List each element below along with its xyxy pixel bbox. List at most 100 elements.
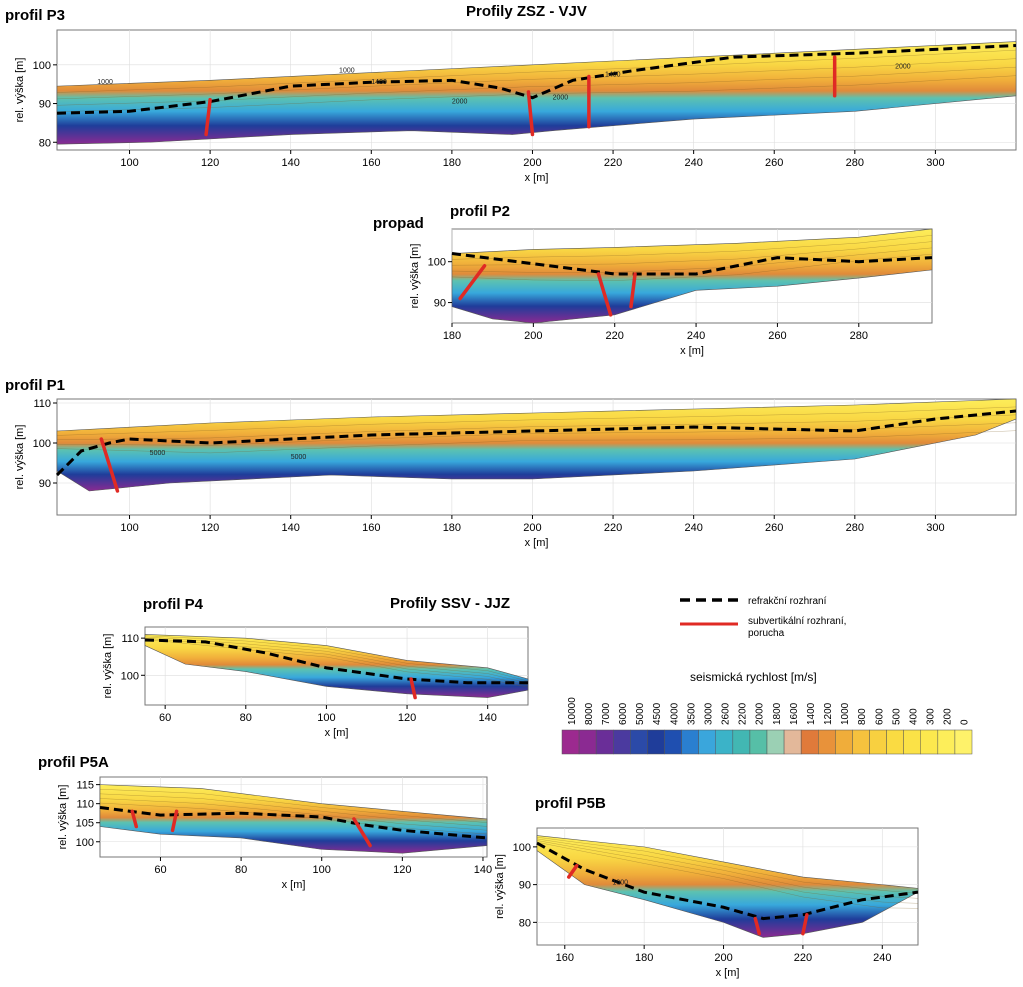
x-tick-label: 160 (556, 952, 574, 964)
x-tick-label: 120 (201, 522, 219, 534)
scale-swatch (783, 729, 802, 755)
scale-value-label: 10000 (567, 697, 578, 725)
isoline-label: 1400 (605, 71, 621, 78)
scale-swatch (715, 729, 734, 755)
scale-swatch (647, 729, 665, 755)
scale-swatch (903, 729, 922, 755)
scale-value-label: 2600 (721, 702, 732, 725)
isoline-label: 2000 (452, 99, 468, 106)
x-axis-label: x [m] (525, 172, 549, 184)
scale-value-label: 1800 (772, 702, 783, 725)
velocity-contour (144, 639, 529, 688)
y-tick-label: 90 (434, 298, 446, 310)
scale-swatch (595, 729, 614, 755)
x-tick-label: 240 (684, 522, 702, 534)
isoline-label: 2000 (895, 64, 911, 71)
scale-swatch (766, 729, 785, 755)
x-tick-label: 140 (282, 522, 300, 534)
legend-fault-label-1: subvertikální rozhraní, (748, 616, 846, 627)
x-tick-label: 100 (120, 522, 138, 534)
fault-line (526, 90, 535, 137)
velocity-contour (451, 235, 933, 260)
velocity-contour (144, 636, 529, 684)
scale-value-label: 0 (960, 719, 971, 725)
panel-profil-p4: profil P4 60 80 100 120 140 100 110 x [m] rel. vý… (102, 596, 529, 739)
color-scale: 10000 8000 7000 6000 5000 4500 4000 3500 3000 260… (561, 697, 973, 755)
x-tick-label: 100 (313, 864, 331, 876)
x-tick-label: 220 (794, 952, 812, 964)
x-axis-label: x [m] (282, 879, 306, 891)
y-tick-label: 115 (76, 780, 94, 792)
scale-value-label: 5000 (635, 702, 646, 725)
fault-line (99, 437, 120, 493)
scale-swatch (578, 729, 597, 755)
y-tick-label: 90 (39, 99, 51, 111)
y-tick-label: 105 (76, 818, 94, 830)
panel-title: profil P5A (38, 754, 109, 771)
velocity-section (144, 634, 529, 698)
refraction-boundary (56, 43, 1017, 115)
x-tick-label: 280 (846, 157, 864, 169)
scale-swatch (732, 729, 751, 755)
scale-swatch (698, 729, 717, 755)
x-tick-label: 200 (714, 952, 732, 964)
panel-profil-p5b: profil P5B 1000 160 180 200 220 240 80 90 100 x [m… (494, 795, 919, 979)
scale-swatch (800, 729, 819, 755)
scale-value-label: 500 (891, 708, 902, 725)
legend-refraction-label: refrakční rozhraní (748, 596, 827, 607)
velocity-contour (56, 414, 1017, 440)
scale-value-label: 2000 (755, 702, 766, 725)
scale-value-label: 2200 (738, 702, 749, 725)
x-tick-label: 80 (235, 864, 247, 876)
scale-value-label: 200 (943, 708, 954, 725)
y-tick-label: 100 (428, 257, 446, 269)
fault-line (204, 97, 212, 137)
y-tick-label: 80 (519, 917, 531, 929)
velocity-contour (451, 247, 933, 273)
isoline-label: 1400 (371, 79, 387, 86)
x-tick-label: 200 (524, 330, 542, 342)
color-scale-title: seismická rychlost [m/s] (690, 670, 817, 684)
velocity-section (451, 228, 933, 324)
x-tick-label: 180 (635, 952, 653, 964)
group-title-ssv-jjz: Profily SSV - JJZ (390, 595, 510, 612)
panel-profil-p5a: profil P5A 60 80 100 120 140 100 105 110 115 x [m]… (38, 754, 492, 891)
velocity-section (99, 784, 488, 854)
fault-line (352, 817, 372, 848)
refraction-boundary (451, 252, 933, 276)
fault-line (409, 677, 417, 700)
y-axis-label: rel. výška [m] (57, 785, 69, 850)
scale-swatch (869, 729, 887, 755)
x-tick-label: 260 (768, 330, 786, 342)
y-tick-label: 100 (121, 670, 139, 682)
fault-line (753, 916, 761, 936)
x-tick-label: 60 (154, 864, 166, 876)
y-axis-label: rel. výška [m] (494, 854, 506, 919)
velocity-section (56, 41, 1017, 145)
refraction-boundary (144, 638, 528, 685)
velocity-section (56, 398, 1017, 492)
x-tick-label: 180 (443, 522, 461, 534)
x-tick-label: 160 (362, 522, 380, 534)
velocity-contour (99, 793, 488, 827)
y-tick-label: 100 (33, 60, 51, 72)
velocity-contour (536, 840, 919, 904)
x-tick-label: 100 (120, 157, 138, 169)
panel-profil-p1: profil P1 5000 5000 100 120 140 160 180 200 220 24… (5, 377, 1017, 549)
scale-value-label: 4500 (652, 702, 663, 725)
profile-panels: profil P31000100014002000200014002000100… (5, 7, 1017, 979)
refraction-boundary (99, 805, 488, 840)
fault-line (629, 272, 637, 309)
velocity-contour (144, 635, 529, 682)
x-axis-label: x [m] (680, 345, 704, 357)
legend: refrakční rozhraní subvertikální rozhran… (561, 596, 973, 755)
scale-swatch (561, 729, 580, 755)
y-axis-label: rel. výška [m] (14, 58, 26, 123)
x-tick-label: 240 (873, 952, 891, 964)
y-tick-label: 110 (121, 633, 139, 645)
x-axis-label: x [m] (525, 537, 549, 549)
x-tick-label: 120 (393, 864, 411, 876)
isoline-label: 1000 (339, 68, 355, 75)
y-tick-label: 80 (39, 137, 51, 149)
